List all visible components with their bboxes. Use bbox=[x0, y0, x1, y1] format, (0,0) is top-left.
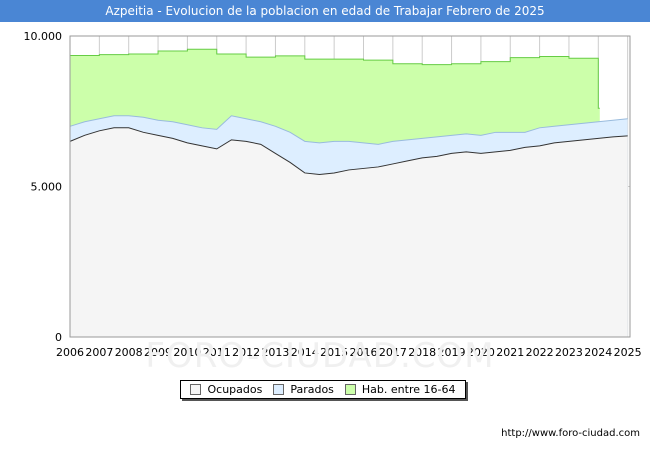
axis-layer: 0 5.000 10.000 2006 2007 2008 2009 2010 2011 2012… bbox=[24, 30, 642, 359]
legend-label-habitantes: Hab. entre 16-64 bbox=[361, 383, 456, 396]
plot-border bbox=[69, 35, 631, 338]
x-tick-label-2009: 2009 bbox=[144, 346, 172, 359]
x-tick-label-2008: 2008 bbox=[115, 346, 143, 359]
x-tick-label-2021: 2021 bbox=[496, 346, 524, 359]
x-tick-label-2023: 2023 bbox=[555, 346, 583, 359]
line-hab-entre-16-64 bbox=[70, 48, 600, 109]
legend-swatch-habitantes bbox=[344, 384, 356, 395]
legend-item-ocupados: Ocupados bbox=[190, 383, 262, 396]
x-tick-label-2017: 2017 bbox=[379, 346, 407, 359]
x-tick-label-2007: 2007 bbox=[85, 346, 113, 359]
x-tick-label-2013: 2013 bbox=[261, 346, 289, 359]
line-layer bbox=[69, 48, 628, 175]
y-tick-label-0: 0 bbox=[55, 331, 62, 344]
watermark-text: FORO-CIUDAD.COM bbox=[145, 336, 495, 376]
y-tick-label-10000: 10.000 bbox=[24, 30, 63, 43]
legend: Ocupados Parados Hab. entre 16-64 bbox=[180, 380, 466, 399]
x-tick-label-2024: 2024 bbox=[584, 346, 612, 359]
y-tick-label-5000: 5.000 bbox=[31, 181, 63, 194]
legend-item-habitantes: Hab. entre 16-64 bbox=[344, 383, 456, 396]
area-layer bbox=[70, 49, 628, 338]
x-tick-label-2014: 2014 bbox=[291, 346, 319, 359]
legend-label-parados: Parados bbox=[290, 383, 334, 396]
x-tick-label-2015: 2015 bbox=[320, 346, 348, 359]
line-ocupados bbox=[69, 127, 628, 175]
x-tick-label-2016: 2016 bbox=[350, 346, 378, 359]
x-tick-label-2011: 2011 bbox=[203, 346, 231, 359]
x-tick-label-2025: 2025 bbox=[614, 346, 642, 359]
legend-label-ocupados: Ocupados bbox=[207, 383, 263, 396]
x-tick-label-2006: 2006 bbox=[56, 346, 84, 359]
x-tick-label-2020: 2020 bbox=[467, 346, 495, 359]
chart-title: Azpeitia - Evolucion de la poblacion en … bbox=[0, 0, 650, 22]
x-tick-label-2012: 2012 bbox=[232, 346, 260, 359]
x-tick-label-2018: 2018 bbox=[408, 346, 436, 359]
line-parados bbox=[69, 115, 628, 145]
x-tick-label-2019: 2019 bbox=[438, 346, 466, 359]
area-ocupados bbox=[70, 127, 628, 337]
legend-item-parados: Parados bbox=[273, 383, 334, 396]
x-tick-label-2022: 2022 bbox=[526, 346, 554, 359]
source-url: http://www.foro-ciudad.com bbox=[501, 428, 640, 439]
x-tick-label-2010: 2010 bbox=[173, 346, 201, 359]
legend-swatch-parados bbox=[273, 384, 285, 395]
legend-swatch-ocupados bbox=[190, 384, 202, 395]
